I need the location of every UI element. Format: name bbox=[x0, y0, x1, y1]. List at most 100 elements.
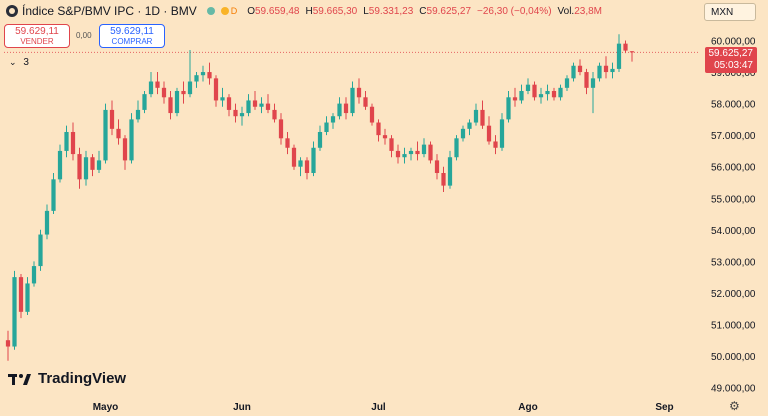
candle-body bbox=[148, 81, 154, 95]
ohlc-close: C 59.625,27 bbox=[419, 5, 472, 17]
candle-body bbox=[590, 78, 596, 88]
candle-body bbox=[200, 72, 206, 76]
candle-body bbox=[571, 65, 576, 79]
candle-body bbox=[168, 97, 173, 114]
candle-body bbox=[519, 90, 524, 101]
candle-body bbox=[551, 90, 557, 98]
x-tick-label: Jun bbox=[233, 402, 251, 413]
candle-body bbox=[12, 277, 17, 347]
x-tick-label: Jul bbox=[371, 402, 386, 413]
chevron-down-icon: ⌄ bbox=[9, 57, 17, 67]
candle-body bbox=[103, 109, 108, 161]
candle-body bbox=[142, 94, 147, 110]
tradingview-logo[interactable]: TradingView bbox=[8, 370, 126, 387]
candle-body bbox=[545, 90, 550, 95]
candle-body bbox=[90, 157, 95, 170]
candle-body bbox=[298, 160, 303, 167]
candle-body bbox=[155, 81, 160, 88]
y-tick-label: 52.000,00 bbox=[711, 289, 756, 300]
candle-body bbox=[538, 94, 544, 98]
candle-body bbox=[369, 106, 375, 123]
delayed-label: D bbox=[230, 6, 238, 16]
indicators-count: 3 bbox=[23, 57, 29, 68]
candle-body bbox=[506, 97, 511, 120]
candle-body bbox=[499, 119, 505, 148]
ohlc-high: H 59.665,30 bbox=[305, 5, 358, 17]
candle-body bbox=[96, 160, 102, 170]
indicators-toggle[interactable]: ⌄ 3 bbox=[9, 57, 29, 68]
candle-body bbox=[116, 128, 121, 139]
candle-body bbox=[337, 103, 342, 117]
candle-body bbox=[454, 138, 459, 158]
last-price-value: 59.625,27 bbox=[708, 48, 754, 59]
candle-body bbox=[629, 51, 635, 53]
candle-body bbox=[129, 119, 134, 161]
candle-body bbox=[291, 147, 297, 167]
y-tick-label: 51.000,00 bbox=[711, 320, 756, 331]
y-tick-label: 59.000,00 bbox=[711, 68, 756, 79]
ohlc-legend: O 59.659,48 H 59.665,30 L 59.331,23 C 59.625… bbox=[247, 6, 604, 17]
candle-body bbox=[616, 43, 622, 69]
candle-body bbox=[493, 141, 498, 148]
symbol-logo-icon bbox=[6, 5, 18, 17]
candle-body bbox=[194, 75, 199, 82]
candle-body bbox=[51, 179, 56, 211]
candle-body bbox=[259, 103, 264, 107]
candle-body bbox=[324, 122, 329, 132]
currency-selector[interactable]: MXN bbox=[704, 3, 756, 21]
candle-body bbox=[447, 157, 453, 186]
ohlc-change: −26,30 (−0,04%) bbox=[477, 5, 552, 17]
candle-body bbox=[558, 87, 563, 98]
y-tick-label: 58.000,00 bbox=[711, 100, 756, 111]
sell-label: VENDER bbox=[20, 37, 54, 46]
candle-body bbox=[304, 160, 310, 174]
candle-body bbox=[395, 150, 401, 158]
chart-header: Índice S&P/BMV IPC · 1D · BMV D O 59.659,… bbox=[0, 0, 700, 22]
candle-body bbox=[109, 109, 115, 129]
candle-body bbox=[486, 125, 492, 142]
candle-body bbox=[213, 78, 219, 101]
candle-body bbox=[480, 109, 485, 126]
y-tick-label: 50.000,00 bbox=[711, 352, 756, 363]
candle-body bbox=[343, 103, 349, 114]
candle-body bbox=[18, 277, 24, 312]
candle-body bbox=[311, 147, 316, 174]
y-tick-label: 54.000,00 bbox=[711, 226, 756, 237]
candle-body bbox=[161, 87, 167, 98]
candle-body bbox=[64, 131, 69, 151]
candle-body bbox=[174, 90, 180, 114]
candle-body bbox=[428, 144, 433, 161]
candle-body bbox=[603, 65, 609, 73]
buy-button[interactable]: 59.629,11 COMPRAR bbox=[99, 24, 165, 48]
candle-body bbox=[220, 97, 225, 101]
candle-body bbox=[512, 97, 518, 101]
candle-body bbox=[31, 266, 37, 284]
candle-body bbox=[421, 144, 427, 155]
candle-body bbox=[525, 84, 531, 91]
candle-body bbox=[460, 128, 466, 139]
brand-name: TradingView bbox=[38, 370, 127, 387]
sell-price: 59.629,11 bbox=[15, 26, 59, 37]
candle-body bbox=[272, 109, 277, 120]
status-dots bbox=[206, 7, 229, 15]
ohlc-volume: Vol. 23,8M bbox=[557, 5, 603, 17]
candle-body bbox=[564, 78, 570, 88]
candle-body bbox=[584, 72, 589, 88]
candle-body bbox=[70, 131, 76, 155]
candle-body bbox=[623, 43, 628, 51]
candle-body bbox=[382, 135, 388, 139]
candle-body bbox=[187, 81, 193, 95]
sell-button[interactable]: 59.629,11 VENDER bbox=[4, 24, 70, 48]
y-tick-label: 56.000,00 bbox=[711, 163, 756, 174]
candle-body bbox=[278, 119, 284, 139]
settings-gear-icon[interactable]: ⚙ bbox=[729, 399, 740, 413]
candle-body bbox=[610, 68, 615, 73]
symbol-title[interactable]: Índice S&P/BMV IPC · 1D · BMV bbox=[22, 4, 197, 18]
candle-body bbox=[181, 90, 186, 95]
y-tick-label: 49.000,00 bbox=[711, 384, 756, 395]
buy-label: COMPRAR bbox=[111, 37, 153, 46]
candle-body bbox=[389, 138, 394, 151]
candle-body bbox=[239, 113, 245, 117]
candle-body bbox=[25, 283, 30, 312]
